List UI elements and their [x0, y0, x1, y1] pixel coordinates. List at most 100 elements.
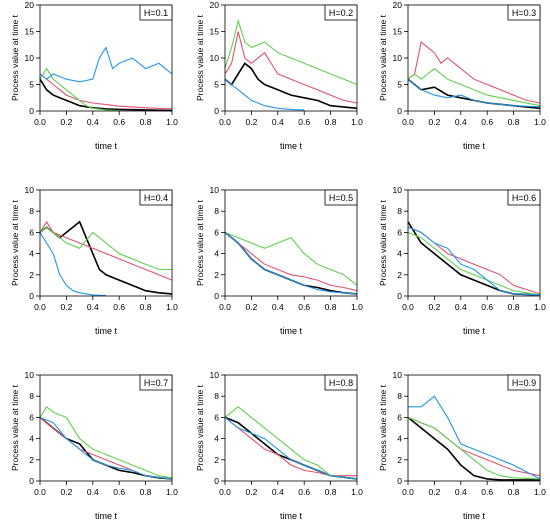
x-axis-label: time t	[280, 141, 303, 151]
series-line-2	[224, 231, 358, 292]
x-tick-label: 0.6	[113, 302, 125, 312]
series-line-1	[39, 220, 173, 295]
x-tick-label: 0.0	[34, 487, 46, 497]
panel-7: H=0.7 0.0 0.2 0.4 0.6 0.8 1.0 0 2 4 6 8 10 time t Proc…	[10, 370, 178, 521]
y-tick-label: 2	[397, 270, 402, 280]
x-tick-label: 0.0	[402, 487, 414, 497]
series-line-3	[39, 226, 172, 271]
x-tick-label: 0.8	[508, 117, 520, 127]
y-tick-label: 4	[214, 249, 219, 259]
y-tick-label: 0	[214, 476, 219, 486]
series-line-4	[407, 78, 541, 108]
legend-box	[507, 4, 541, 21]
series-line-1	[407, 221, 541, 296]
y-tick-label: 8	[214, 206, 219, 216]
series-line-2	[224, 416, 357, 477]
x-tick-label: 0.6	[113, 117, 125, 127]
y-tick-label: 4	[397, 249, 402, 259]
y-tick-label: 4	[397, 434, 402, 444]
x-tick-label: 0.2	[245, 302, 257, 312]
legend-box	[139, 4, 173, 21]
x-tick-label: 1.0	[351, 117, 363, 127]
x-tick-label: 0.0	[219, 117, 231, 127]
x-tick-label: 1.0	[534, 302, 546, 312]
series-line-2	[224, 31, 358, 104]
series-line-3	[224, 18, 358, 86]
y-axis-label: Process value at time t	[10, 384, 20, 471]
panel-6: H=0.6 0.0 0.2 0.4 0.6 0.8 1.0 0 2 4 6 8 10 time t Proc…	[378, 185, 546, 336]
panel-2: H=0.2 0.0 0.2 0.4 0.6 0.8 1.0 0 5 10 15 20 time t Pro…	[195, 0, 363, 151]
series-line-4	[224, 231, 358, 295]
y-tick-label: 4	[29, 434, 34, 444]
series-line-4	[39, 416, 173, 480]
y-tick-label: 2	[214, 455, 219, 465]
y-tick-label: 10	[393, 185, 403, 195]
series-line-1	[39, 416, 173, 480]
y-tick-label: 0	[214, 291, 219, 301]
x-tick-label: 0.4	[455, 117, 467, 127]
x-tick-label: 0.2	[60, 302, 72, 312]
y-tick-label: 15	[393, 27, 403, 37]
plot-frame	[407, 374, 541, 482]
y-tick-label: 10	[25, 370, 35, 380]
x-tick-label: 1.0	[166, 302, 178, 312]
plot-frame	[407, 189, 541, 297]
series-line-1	[224, 62, 358, 110]
y-tick-label: 8	[397, 206, 402, 216]
y-axis-label: Process value at time t	[378, 199, 388, 286]
series-line-1	[224, 231, 358, 295]
series-line-4	[39, 232, 107, 297]
y-tick-label: 5	[29, 80, 34, 90]
x-axis-label: time t	[463, 511, 486, 521]
plot-frame	[39, 374, 173, 482]
x-tick-label: 0.2	[60, 117, 72, 127]
panel-5: H=0.5 0.0 0.2 0.4 0.6 0.8 1.0 0 2 4 6 8 10 time t Proc…	[195, 185, 363, 336]
x-tick-label: 0.8	[508, 302, 520, 312]
legend-label: H=0.9	[512, 378, 536, 388]
y-axis-label: Process value at time t	[10, 199, 20, 286]
y-tick-label: 15	[25, 27, 35, 37]
y-tick-label: 6	[397, 227, 402, 237]
x-tick-label: 0.6	[481, 302, 493, 312]
x-tick-label: 0.4	[87, 117, 99, 127]
y-tick-label: 0	[29, 106, 34, 116]
y-tick-label: 6	[397, 412, 402, 422]
series-line-3	[407, 67, 541, 107]
y-tick-label: 0	[397, 476, 402, 486]
series-line-2	[39, 73, 173, 110]
legend-label: H=0.4	[144, 193, 168, 203]
y-axis-label: Process value at time t	[195, 199, 205, 286]
x-tick-label: 0.6	[298, 117, 310, 127]
x-tick-label: 0.6	[298, 487, 310, 497]
x-axis-label: time t	[95, 141, 118, 151]
y-tick-label: 15	[210, 27, 220, 37]
x-tick-label: 0.0	[34, 302, 46, 312]
series-line-4	[407, 226, 541, 296]
x-tick-label: 0.4	[455, 487, 467, 497]
x-tick-label: 0.6	[298, 302, 310, 312]
plot-frame	[224, 189, 358, 297]
x-tick-label: 0.8	[140, 302, 152, 312]
x-tick-label: 0.2	[245, 487, 257, 497]
plot-frame	[224, 374, 358, 482]
y-tick-label: 6	[214, 227, 219, 237]
legend-label: H=0.5	[329, 193, 353, 203]
x-tick-label: 1.0	[351, 487, 363, 497]
panel-9: H=0.9 0.0 0.2 0.4 0.6 0.8 1.0 0 2 4 6 8 10 time t Proc…	[378, 370, 546, 521]
x-tick-label: 0.2	[60, 487, 72, 497]
legend-box	[139, 189, 173, 206]
x-tick-label: 0.8	[140, 487, 152, 497]
x-tick-label: 0.0	[219, 302, 231, 312]
y-tick-label: 0	[397, 291, 402, 301]
x-axis-label: time t	[95, 326, 118, 336]
y-tick-label: 4	[29, 249, 34, 259]
panel-4: H=0.4 0.0 0.2 0.4 0.6 0.8 1.0 0 2 4 6 8 10 time t Proc…	[10, 185, 178, 336]
x-tick-label: 0.2	[428, 117, 440, 127]
x-tick-label: 0.4	[87, 487, 99, 497]
x-tick-label: 0.0	[219, 487, 231, 497]
legend-box	[139, 374, 173, 391]
series-line-2	[407, 416, 541, 477]
series-line-2	[407, 41, 541, 104]
legend-label: H=0.7	[144, 378, 168, 388]
